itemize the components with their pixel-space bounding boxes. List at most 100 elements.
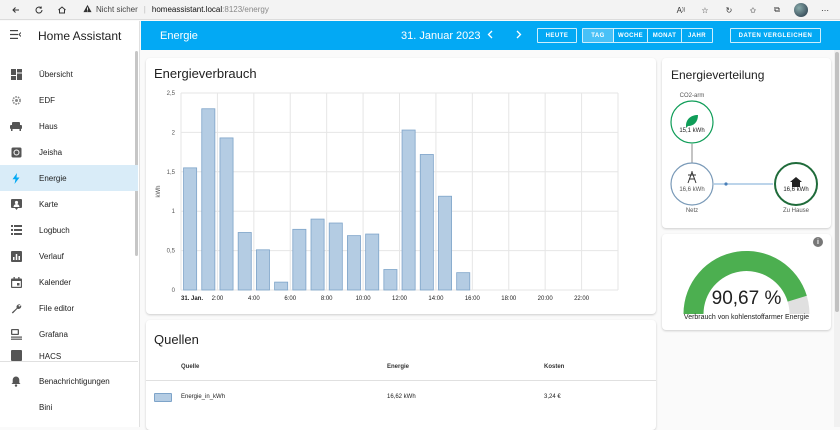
cog-icon — [10, 94, 22, 106]
card-title: Quellen — [154, 332, 199, 347]
tab-day[interactable]: TAG — [583, 29, 614, 42]
sidebar-item-logbuch[interactable]: Logbuch — [0, 217, 138, 243]
source-name: Energie_in_kWh — [181, 394, 226, 400]
sidebar-item-label: EDF — [39, 95, 55, 105]
reload-icon[interactable] — [32, 3, 46, 17]
sidebar-title: Home Assistant — [38, 29, 122, 43]
x-tick-label: 20:00 — [538, 296, 554, 302]
energy-consumption-card: Energieverbrauch 0 0,5 1 1,5 2 2,5 31. Jan. 2:0… — [146, 58, 656, 314]
column-header-energy: Energie — [387, 364, 410, 370]
sidebar-item-verlauf[interactable]: Verlauf — [0, 243, 138, 269]
grafana-icon — [10, 328, 22, 340]
sidebar-item-karte[interactable]: Karte — [0, 191, 138, 217]
card-title: Energieverteilung — [671, 68, 765, 82]
tab-week[interactable]: WOCHE — [614, 29, 648, 42]
sidebar-item-label: Kalender — [39, 277, 72, 287]
gauge-value: 90,67 % — [711, 288, 782, 309]
device-icon — [10, 146, 22, 158]
energy-bar-chart: 0 0,5 1 1,5 2 2,5 31. Jan. 2:00 4:00 6:00 8:00 10:0… — [156, 91, 619, 302]
address-bar[interactable]: Nicht sicher | homeassistant.local:8123/… — [83, 2, 269, 18]
browser-toolbar: Nicht sicher | homeassistant.local:8123/… — [0, 0, 840, 20]
sidebar-item-energie[interactable]: Energie — [0, 165, 138, 191]
hacs-icon — [10, 349, 22, 361]
tab-year[interactable]: JAHR — [688, 32, 706, 39]
profile-avatar[interactable] — [794, 3, 808, 17]
sidebar-scrollbar[interactable] — [135, 51, 138, 256]
sidebar-item-uebersicht[interactable]: Übersicht — [0, 61, 138, 87]
sidebar-item-file-editor[interactable]: File editor — [0, 295, 138, 321]
x-tick-label: 10:00 — [356, 296, 372, 302]
info-icon[interactable]: i — [813, 237, 823, 247]
chart-bar — [419, 154, 434, 291]
chart-bar — [310, 218, 325, 291]
column-header-cost: Kosten — [544, 364, 565, 370]
page-title: Energie — [160, 29, 198, 42]
menu-collapse-icon[interactable] — [10, 30, 24, 42]
sidebar-item-label: HACS — [39, 352, 62, 361]
sidebar-item-haus[interactable]: Haus — [0, 113, 138, 139]
sidebar-item-hacs[interactable]: HACS — [0, 347, 138, 361]
sofa-icon — [10, 120, 22, 132]
url-path: :8123/energy — [222, 5, 269, 14]
chart-bar — [347, 235, 361, 291]
chart-bar — [255, 249, 270, 291]
sidebar-item-grafana[interactable]: Grafana — [0, 321, 138, 347]
x-tick-label: 22:00 — [574, 296, 590, 302]
period-selector: TAG WOCHE MONAT JAHR — [582, 28, 713, 43]
flow-dot — [724, 182, 728, 186]
calendar-icon — [10, 276, 22, 288]
x-tick-label: 4:00 — [248, 296, 260, 302]
refresh-icon[interactable]: ↻ — [725, 5, 733, 15]
sidebar-item-label: Logbuch — [39, 225, 70, 235]
sidebar-item-label: File editor — [39, 303, 75, 313]
bell-icon — [10, 375, 22, 387]
sidebar-item-label: Haus — [39, 121, 58, 131]
sidebar-item-label: Energie — [39, 173, 67, 183]
divider — [146, 380, 656, 381]
gauge-fill — [683, 250, 807, 314]
sidebar-item-label: Übersicht — [39, 69, 73, 79]
low-carbon-gauge-card: i 90,67 % Verbrauch von kohlenstoffarmer… — [662, 234, 831, 330]
compare-data-button[interactable]: DATEN VERGLEICHEN — [730, 28, 821, 43]
sidebar-item-kalender[interactable]: Kalender — [0, 269, 138, 295]
today-button[interactable]: HEUTE — [537, 28, 577, 43]
sidebar-item-edf[interactable]: EDF — [0, 87, 138, 113]
tab-month[interactable]: MONAT — [648, 29, 682, 42]
previous-period-icon[interactable] — [487, 30, 494, 42]
x-tick-label: 31. Jan. — [181, 296, 203, 302]
low-carbon-label: CO2-arm — [679, 93, 705, 99]
chart-bar — [383, 269, 398, 291]
sidebar-header: Home Assistant — [0, 21, 139, 51]
grid-label: Netz — [685, 208, 699, 214]
next-period-icon[interactable] — [515, 30, 522, 42]
sidebar-item-user[interactable]: Bini — [0, 394, 138, 420]
collections-icon[interactable]: ⧉ — [774, 5, 780, 14]
security-label: Nicht sicher — [96, 5, 138, 14]
grid-value: 16,6 kWh — [679, 187, 705, 193]
y-tick-label: 2,5 — [167, 91, 176, 97]
star-icon[interactable]: ☆ — [701, 5, 709, 15]
sidebar-item-notifications[interactable]: Benachrichtigungen — [0, 368, 138, 394]
more-icon[interactable]: ⋯ — [821, 5, 829, 15]
user-avatar — [10, 401, 22, 413]
back-icon[interactable] — [9, 3, 23, 17]
read-aloud-icon[interactable]: A)) — [676, 5, 686, 15]
favorites-icon[interactable]: ✩ — [749, 5, 757, 15]
chart-box-icon — [10, 250, 22, 262]
page-scrollbar[interactable] — [834, 50, 840, 427]
y-tick-label: 0,5 — [167, 249, 176, 255]
chart-bar — [401, 129, 416, 291]
x-tick-label: 18:00 — [501, 296, 517, 302]
sidebar-item-jeisha[interactable]: Jeisha — [0, 139, 138, 165]
warning-icon — [83, 4, 92, 15]
source-energy: 16,62 kWh — [387, 394, 416, 400]
chart-bar — [365, 233, 380, 291]
url-host: homeassistant.local — [151, 5, 223, 14]
gauge-label: Verbrauch von kohlenstoffarmer Energie — [683, 314, 810, 321]
home-value: 16,6 kWh — [783, 187, 809, 193]
home-label: Zu Hause — [782, 208, 809, 214]
chart-bar — [219, 137, 234, 291]
sidebar-item-label: Benachrichtigungen — [39, 376, 110, 386]
home-icon[interactable] — [55, 3, 69, 17]
wrench-icon — [10, 302, 22, 314]
